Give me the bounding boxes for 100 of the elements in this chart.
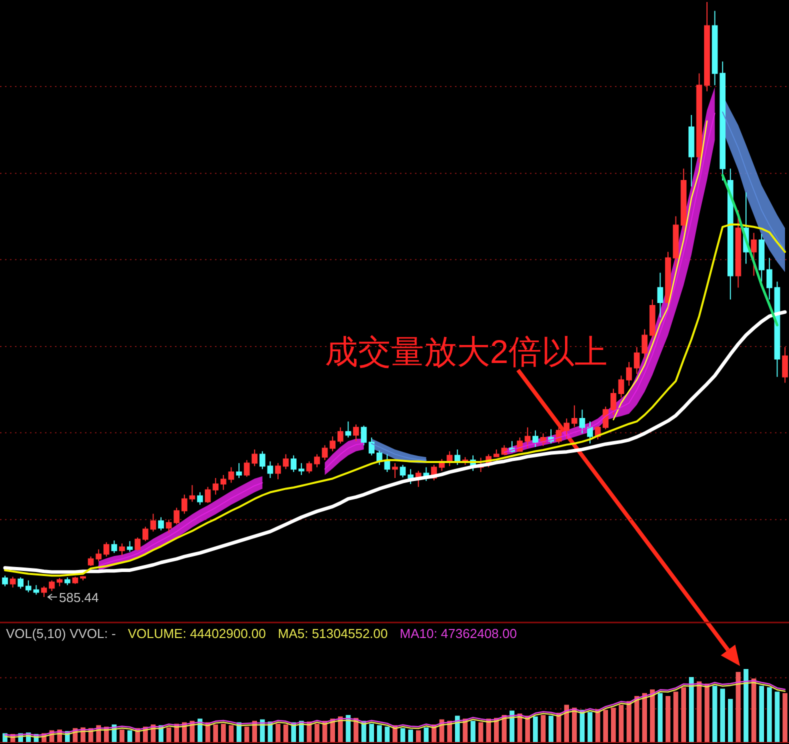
candlestick: [314, 454, 320, 468]
candlestick: [282, 454, 289, 470]
candlestick: [142, 526, 148, 542]
candlestick: [290, 454, 297, 473]
bar: [673, 692, 678, 742]
candlestick: [212, 478, 219, 496]
bar: [454, 716, 460, 742]
bar: [220, 724, 226, 742]
candlestick: [712, 10, 718, 86]
bar: [588, 712, 592, 742]
bar: [782, 693, 788, 742]
candlestick: [704, 2, 710, 92]
candlestick: [322, 444, 328, 461]
candlestick: [610, 388, 616, 416]
candlestick: [750, 232, 757, 276]
annotation: 585.44: [59, 590, 99, 605]
candlestick: [360, 425, 367, 446]
candlestick: [88, 556, 94, 567]
candlestick: [220, 474, 226, 490]
candlestick: [134, 537, 141, 552]
candlestick: [782, 346, 788, 384]
candlestick: [571, 404, 578, 428]
candlestick: [158, 516, 164, 531]
bar: [408, 730, 414, 742]
candlestick: [337, 426, 344, 444]
candlestick: [10, 576, 16, 588]
bar: [424, 727, 429, 742]
candlestick: [564, 418, 570, 440]
candlestick: [80, 576, 86, 581]
bar: [384, 726, 390, 742]
candlestick: [400, 464, 406, 478]
text: MA5: 51304552.00: [278, 626, 388, 641]
bar: [470, 720, 476, 742]
bar: [416, 730, 421, 742]
bar: [728, 698, 733, 742]
chart-title: VOL(5,10) VVOL: -: [6, 626, 116, 641]
candlestick: [579, 409, 586, 434]
candlestick: [119, 542, 125, 556]
bar: [720, 688, 726, 742]
candlestick: [353, 424, 359, 442]
candlestick: [41, 586, 47, 598]
bar: [540, 714, 546, 742]
bar: [626, 701, 632, 742]
bar: [766, 687, 772, 742]
bar: [228, 725, 234, 742]
bar: [618, 704, 624, 742]
candlestick: [306, 460, 312, 474]
candlestick: [72, 576, 78, 584]
bar: [376, 725, 382, 742]
candlestick: [446, 450, 453, 467]
bar: [564, 704, 570, 742]
candlestick: [680, 168, 687, 232]
candlestick: [384, 454, 390, 473]
bar: [666, 696, 670, 742]
bar: [681, 687, 686, 742]
text: MA10: 47362408.00: [400, 626, 517, 641]
bar: [774, 692, 780, 742]
candlestick: [626, 361, 632, 386]
candlestick: [228, 466, 234, 484]
candlestick: [735, 210, 742, 288]
candlestick: [758, 234, 765, 282]
candlestick: [368, 437, 375, 456]
bar: [314, 724, 320, 742]
bar: [532, 716, 538, 742]
candlestick: [392, 462, 398, 478]
candlestick: [33, 584, 40, 596]
candlestick: [103, 542, 110, 558]
candlestick: [634, 346, 640, 374]
candlestick: [727, 168, 734, 300]
candlestick: [197, 492, 203, 506]
candlestick: [524, 426, 531, 449]
bar: [283, 724, 288, 742]
bar: [213, 724, 218, 742]
candlestick: [126, 540, 133, 552]
candlestick: [2, 575, 8, 587]
candlestick: [204, 486, 211, 504]
candlestick: [189, 484, 196, 502]
bar: [369, 724, 374, 742]
bar: [166, 727, 172, 742]
candlestick: [181, 494, 188, 514]
candlestick: [298, 462, 304, 476]
annotation: 成交量放大2倍以上: [325, 333, 608, 370]
candlestick: [330, 436, 336, 452]
candlestick: [25, 580, 32, 593]
bar: [120, 730, 124, 742]
bar: [744, 669, 748, 742]
candlestick: [150, 513, 156, 532]
candlestick: [236, 462, 242, 478]
candlestick: [275, 462, 281, 480]
bar: [478, 722, 484, 742]
bar: [572, 708, 577, 742]
bar: [400, 728, 406, 742]
candlestick: [166, 519, 172, 534]
bar: [276, 724, 280, 742]
bar: [510, 710, 514, 742]
candlestick: [267, 460, 274, 478]
bar: [712, 686, 718, 742]
candlestick: [174, 507, 180, 525]
bar: [658, 693, 663, 742]
candlestick: [587, 420, 593, 444]
